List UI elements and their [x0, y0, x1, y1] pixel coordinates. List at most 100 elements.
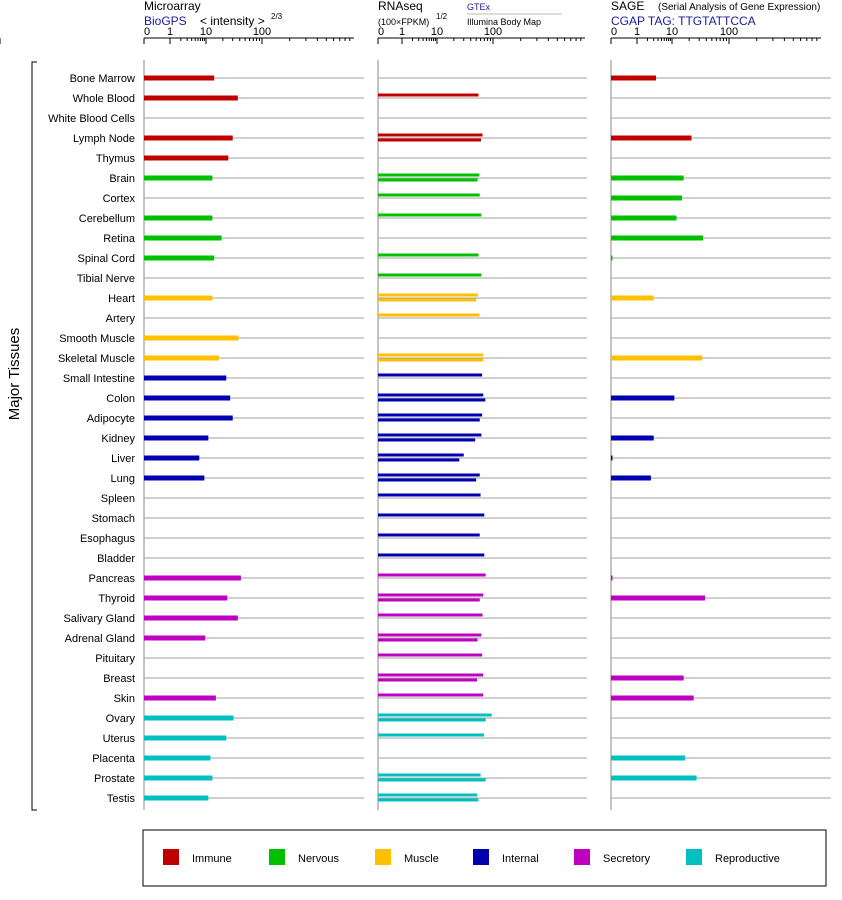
bar-uterus: [144, 735, 227, 741]
bar-thyroid: [144, 595, 228, 601]
bar-smooth-muscle: [144, 335, 239, 341]
bar-salivary-gland: [144, 615, 238, 621]
bar-cortex-gtex: [378, 193, 480, 197]
tissue-label-kidney: Kidney: [101, 433, 135, 445]
bar-liver: [611, 455, 613, 461]
bar-thyroid-gtex: [378, 593, 484, 597]
bar-esophagus-gtex: [378, 533, 480, 537]
bar-salivary-gland-gtex: [378, 613, 483, 617]
tissue-label-cortex: Cortex: [103, 193, 136, 205]
bar-whole-blood-gtex: [378, 93, 479, 97]
bar-adrenal-gland: [144, 635, 206, 641]
tissue-label-esophagus: Esophagus: [80, 533, 136, 545]
tissue-label-thyroid: Thyroid: [98, 593, 135, 605]
bar-lung-gtex: [378, 473, 480, 477]
bar-colon: [611, 395, 675, 401]
bar-heart-gtex: [378, 293, 479, 297]
bar-kidney-gtex: [378, 433, 482, 437]
bar-adipocyte-gtex: [378, 413, 483, 417]
bar-lung-ibm: [378, 478, 477, 482]
bars-microarray: [144, 75, 241, 801]
bar-kidney-ibm: [378, 438, 476, 442]
bar-kidney: [144, 435, 209, 441]
bar-spleen-gtex: [378, 493, 481, 497]
bar-adrenal-gland-ibm: [378, 638, 478, 642]
tissue-label-adipocyte: Adipocyte: [87, 413, 135, 425]
bar-pancreas: [144, 575, 241, 581]
bar-skin: [144, 695, 216, 701]
tissue-label-ovary: Ovary: [106, 713, 136, 725]
tissue-label-stomach: Stomach: [92, 513, 135, 525]
bar-brain: [611, 175, 684, 181]
bar-colon: [144, 395, 231, 401]
bar-pancreas: [611, 575, 613, 581]
panel-measure: (100×FPKM): [378, 17, 429, 27]
bar-skin-gtex: [378, 693, 484, 697]
bar-stomach-gtex: [378, 513, 485, 517]
tissue-label-heart: Heart: [108, 293, 135, 305]
bar-bone-marrow: [611, 75, 657, 81]
bar-heart-ibm: [378, 298, 477, 302]
tissue-label-spinal-cord: Spinal Cord: [78, 253, 135, 265]
panel-source[interactable]: BioGPS: [144, 14, 187, 28]
bar-brain-ibm: [378, 178, 478, 182]
panel-source[interactable]: CGAP TAG: TTGTATTCCA: [611, 14, 756, 28]
legend-swatch: [375, 849, 391, 865]
tick-label: 0: [378, 26, 384, 38]
tissue-label-skin: Skin: [114, 693, 135, 705]
tissue-label-lung: Lung: [111, 473, 135, 485]
bar-ovary-ibm: [378, 718, 486, 722]
major-tissues-bracket: Major Tissues: [6, 61, 37, 811]
tissue-label-placenta: Placenta: [92, 753, 136, 765]
bar-thyroid-ibm: [378, 598, 480, 602]
bar-prostate-ibm: [378, 778, 486, 782]
tissue-label-pituitary: Pituitary: [95, 653, 135, 665]
bar-brain: [144, 175, 213, 181]
tick-label: 10: [431, 26, 443, 38]
bar-adipocyte: [144, 415, 233, 421]
bar-artery-gtex: [378, 313, 480, 317]
bracket-line: [31, 61, 37, 811]
tissue-label-uterus: Uterus: [103, 733, 136, 745]
tissue-label-small-intestine: Small Intestine: [63, 373, 135, 385]
bar-bone-marrow: [144, 75, 215, 81]
panel-source-ibm[interactable]: Illumina Body Map: [467, 17, 541, 27]
tissue-label-whole-blood: Whole Blood: [73, 93, 135, 105]
bar-lymph-node: [611, 135, 692, 141]
tick-label: 0: [144, 26, 150, 38]
bar-cerebellum: [144, 215, 213, 221]
bar-small-intestine-gtex: [378, 373, 483, 377]
tissue-label-tibial-nerve: Tibial Nerve: [77, 273, 135, 285]
tick-label: 1: [167, 26, 173, 38]
axis-microarray: 01101001000: [0, 26, 354, 44]
legend-item-immune: Immune: [163, 849, 232, 865]
bar-whole-blood: [144, 95, 238, 101]
legend-swatch: [163, 849, 179, 865]
legend: Immune Nervous Muscle Internal Secretory Repr…: [142, 829, 827, 887]
panel-title: Microarray: [144, 0, 201, 13]
tissue-label-lymph-node: Lymph Node: [73, 133, 135, 145]
bar-skin: [611, 695, 694, 701]
bar-lymph-node-ibm: [378, 138, 481, 142]
panel-source-gtex[interactable]: GTEx: [467, 2, 491, 12]
bar-retina: [144, 235, 222, 241]
legend-item-nervous: Nervous: [269, 849, 339, 865]
panel-measure: < intensity >: [200, 14, 265, 28]
legend-swatch: [269, 849, 285, 865]
bar-colon-gtex: [378, 393, 484, 397]
bar-breast-ibm: [378, 678, 478, 682]
bar-lymph-node: [144, 135, 233, 141]
bar-pancreas-gtex: [378, 573, 486, 577]
legend-label: Internal: [502, 853, 539, 865]
bar-liver: [144, 455, 200, 461]
tissue-label-brain: Brain: [109, 173, 135, 185]
bars-sage: [611, 75, 706, 781]
tick-label: 10: [666, 26, 678, 38]
tissue-label-bladder: Bladder: [97, 553, 135, 565]
tick-label: 100: [253, 26, 271, 38]
bar-spinal-cord: [611, 255, 613, 261]
tissue-label-prostate: Prostate: [94, 773, 135, 785]
bar-prostate: [611, 775, 697, 781]
bar-adipocyte-ibm: [378, 418, 480, 422]
panel-rnaseq: RNAseq (100×FPKM) 1/2 GTEx Illumina Body Map…: [0, 0, 587, 810]
